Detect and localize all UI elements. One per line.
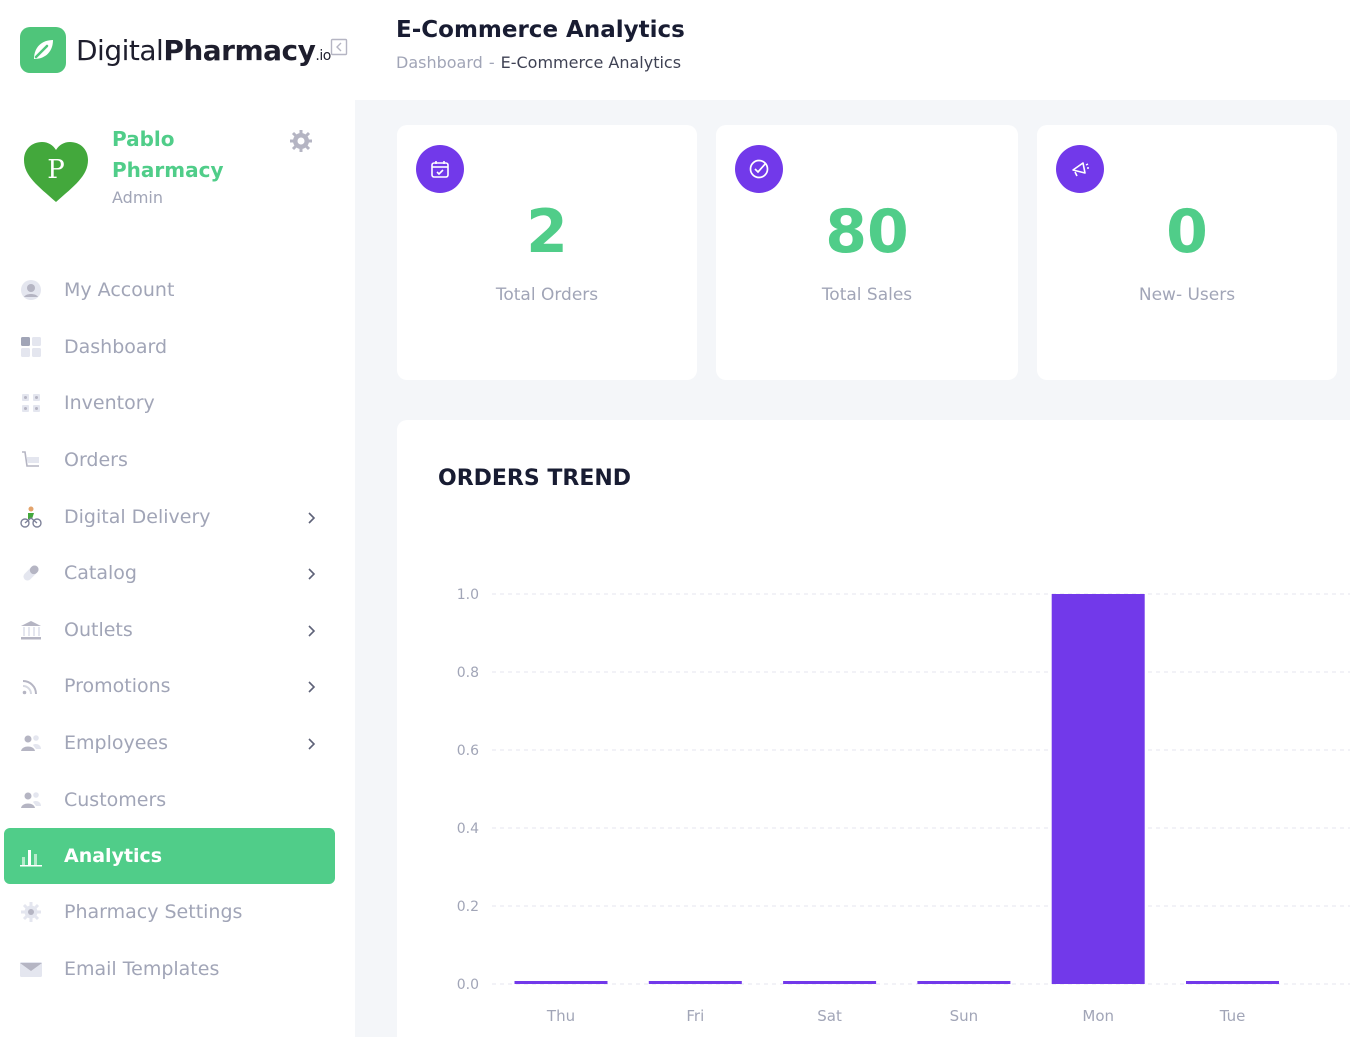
brand-name-light: Digital — [76, 33, 164, 67]
user-profile: P Pablo Pharmacy Admin — [20, 124, 340, 224]
sidebar-item-label: Analytics — [64, 844, 163, 867]
brand-name-suffix: .io — [315, 47, 331, 64]
chevron-right-icon[interactable] — [304, 510, 318, 524]
sidebar-item-label: Dashboard — [64, 335, 168, 358]
chart-bar — [514, 981, 608, 984]
y-tick-label: 1.0 — [457, 587, 479, 603]
sidebar-item-label: Outlets — [64, 618, 133, 641]
chart-title: ORDERS TREND — [438, 466, 632, 491]
sidebar-item-employees[interactable]: Employees — [4, 715, 335, 772]
users-icon — [19, 788, 43, 812]
collapse-sidebar-icon[interactable] — [330, 38, 348, 56]
pill-icon — [19, 561, 43, 585]
sidebar-item-label: My Account — [64, 279, 175, 302]
breadcrumb: Dashboard - E-Commerce Analytics — [396, 53, 681, 72]
chevron-right-icon[interactable] — [304, 679, 318, 694]
user-icon — [19, 278, 43, 302]
page-header: E-Commerce Analytics Dashboard - E-Commerc… — [355, 0, 1350, 100]
leaf-logo-icon — [20, 27, 66, 73]
x-tick-label: Fri — [686, 1007, 704, 1025]
breadcrumb-separator: - — [488, 53, 495, 72]
stat-value: 0 — [1166, 197, 1208, 267]
sidebar-item-outlets[interactable]: Outlets — [4, 602, 335, 659]
sidebar-item-promotions[interactable]: Promotions — [4, 658, 335, 715]
stat-label: New- Users — [1138, 285, 1236, 305]
stat-label: Total Orders — [495, 285, 599, 305]
chevron-right-icon[interactable] — [304, 623, 318, 637]
chart-bar — [917, 981, 1011, 984]
chart-bar — [1051, 594, 1145, 984]
y-tick-label: 0.8 — [457, 665, 479, 681]
chart-bar — [783, 981, 877, 984]
sidebar-item-dashboard[interactable]: Dashboard — [4, 319, 335, 376]
stat-card-total-orders: 2 Total Orders — [397, 125, 697, 380]
check-circle-icon — [735, 145, 783, 193]
chevron-right-icon[interactable] — [304, 566, 318, 580]
sidebar-item-catalog[interactable]: Catalog — [4, 545, 335, 602]
rss-icon — [19, 674, 43, 698]
users-icon — [19, 731, 43, 755]
stat-card-new-users: 0 New- Users — [1037, 125, 1337, 380]
svg-text:P: P — [47, 155, 65, 185]
breadcrumb-current: E-Commerce Analytics — [500, 53, 682, 72]
y-tick-label: 0.0 — [457, 977, 479, 993]
sidebar-item-label: Email Templates — [64, 957, 220, 980]
brand-name: DigitalPharmacy.io — [76, 34, 331, 67]
sidebar-item-label: Pharmacy Settings — [64, 901, 243, 924]
sidebar-item-orders[interactable]: Orders — [4, 432, 335, 489]
chart-bar — [1186, 981, 1279, 984]
sidebar-item-label: Inventory — [64, 392, 155, 415]
megaphone-icon — [1056, 145, 1104, 193]
page-title: E-Commerce Analytics — [396, 17, 685, 43]
sidebar-item-label: Catalog — [64, 562, 137, 585]
y-tick-label: 0.6 — [457, 743, 479, 759]
sidebar: DigitalPharmacy.io P Pablo Pharmacy Admi… — [0, 0, 355, 1037]
sidebar-item-label: Employees — [64, 732, 168, 755]
x-tick-label: Thu — [546, 1007, 575, 1025]
bike-icon — [19, 505, 43, 529]
profile-name[interactable]: Pablo Pharmacy — [112, 127, 224, 182]
profile-settings-gear-icon[interactable] — [288, 128, 314, 154]
chart-bar — [648, 981, 742, 984]
calendar-check-icon — [416, 145, 464, 193]
stat-label: Total Sales — [821, 285, 913, 305]
envelope-icon — [19, 957, 43, 981]
breadcrumb-parent-link[interactable]: Dashboard — [396, 53, 483, 72]
y-tick-label: 0.2 — [457, 899, 479, 915]
sidebar-item-label: Orders — [64, 449, 128, 472]
stat-value: 2 — [526, 197, 568, 267]
sidebar-item-digital-delivery[interactable]: Digital Delivery — [4, 488, 335, 545]
x-tick-label: Sat — [817, 1007, 842, 1025]
y-tick-label: 0.4 — [457, 821, 479, 837]
bar-chart-icon — [19, 844, 43, 868]
sidebar-item-analytics[interactable]: Analytics — [4, 827, 335, 884]
sidebar-item-pharmacy-settings[interactable]: Pharmacy Settings — [4, 884, 335, 941]
brand-name-bold: Pharmacy — [163, 33, 316, 67]
stat-card-total-sales: 80 Total Sales — [716, 125, 1018, 380]
grid-icon — [19, 391, 43, 415]
stat-value: 80 — [825, 197, 909, 267]
sidebar-item-my-account[interactable]: My Account — [4, 262, 335, 319]
sidebar-item-customers[interactable]: Customers — [4, 771, 335, 828]
cart-icon — [19, 448, 43, 472]
avatar[interactable]: P — [20, 134, 92, 206]
chevron-right-icon[interactable] — [304, 736, 318, 750]
profile-role: Admin — [112, 188, 163, 207]
sidebar-item-email-templates[interactable]: Email Templates — [4, 941, 335, 998]
sidebar-item-inventory[interactable]: Inventory — [4, 375, 335, 432]
x-tick-label: Mon — [1082, 1007, 1114, 1025]
brand-logo-link[interactable]: DigitalPharmacy.io — [20, 26, 331, 74]
sidebar-item-label: Customers — [64, 788, 167, 811]
sidebar-item-label: Digital Delivery — [64, 505, 211, 528]
x-tick-label: Tue — [1219, 1007, 1246, 1025]
sidebar-menu: My Account Dashboard Inventory Orders Digita… — [4, 262, 335, 997]
bank-icon — [19, 618, 43, 642]
x-tick-label: Sun — [950, 1007, 979, 1025]
sidebar-item-label: Promotions — [64, 675, 171, 698]
orders-trend-chart: 0.0 0.2 0.4 0.6 0.8 1.0 Thu Fri Sat Sun Mon Tue — [457, 587, 1350, 1025]
gear-icon — [19, 900, 43, 924]
dashboard-icon — [19, 335, 43, 359]
orders-trend-panel: ORDERS TREND 0.0 0.2 0.4 0.6 0.8 1.0 Thu Fri Sat… — [397, 420, 1350, 1037]
